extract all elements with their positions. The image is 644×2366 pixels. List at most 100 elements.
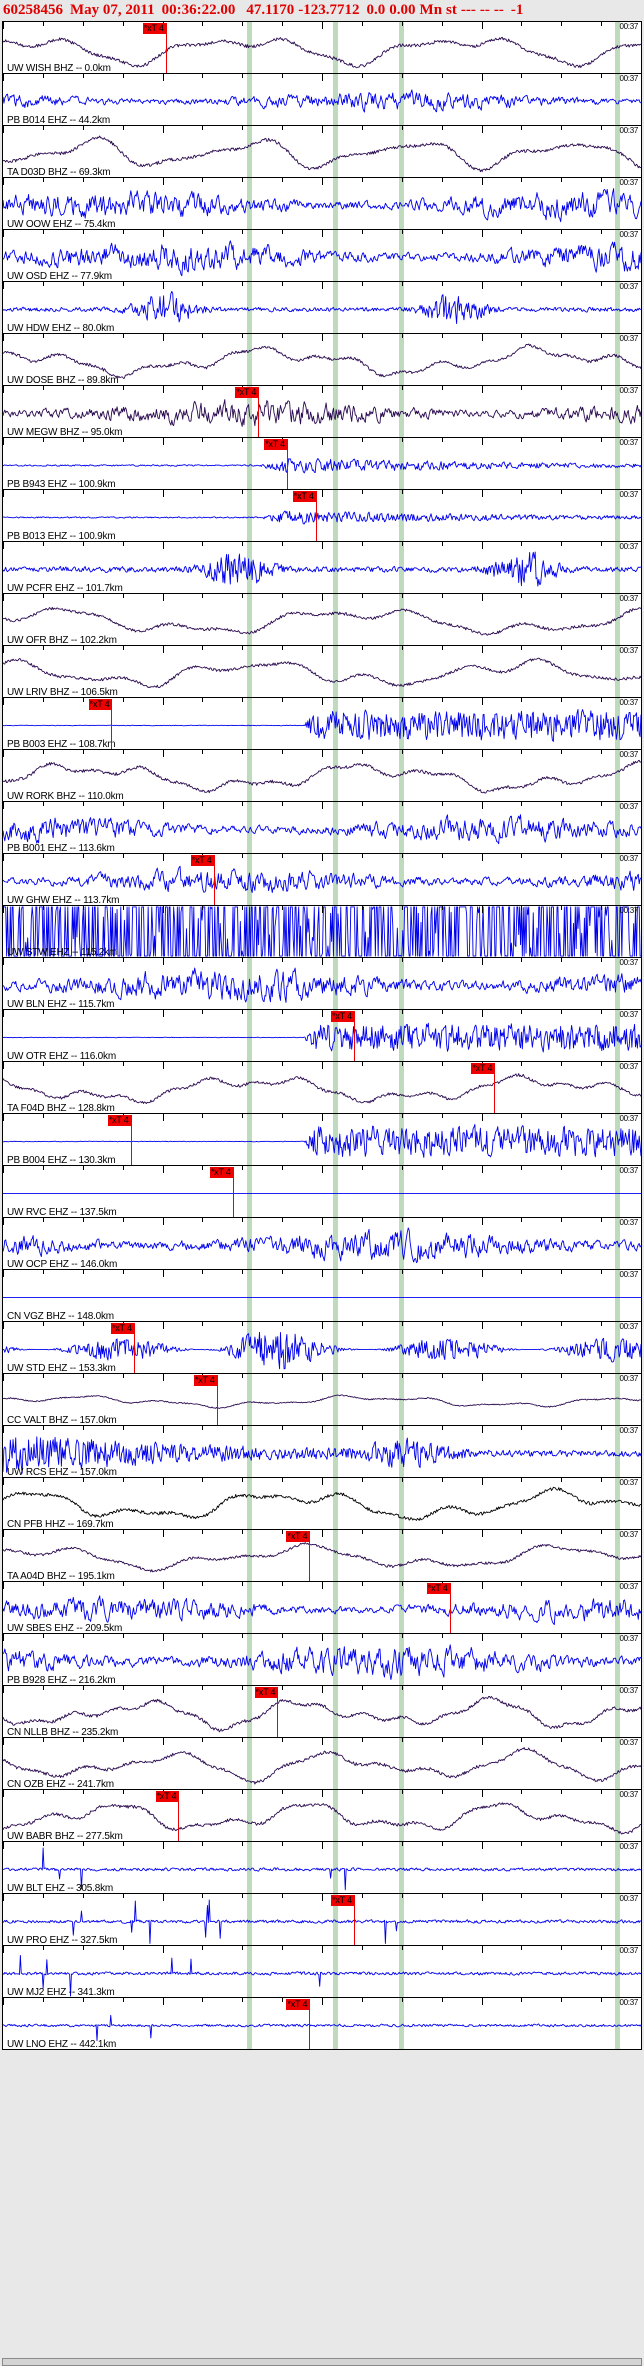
trace-row[interactable]: 00:37 UW OSD EHZ -- 77.9km xyxy=(3,230,641,282)
station-label: TA D03D BHZ -- 69.3km xyxy=(7,167,111,178)
pick-label-box[interactable]: *xT 4 xyxy=(88,699,112,710)
trace-row[interactable]: 00:37 UW BLN EHZ -- 115.7km xyxy=(3,958,641,1010)
pick-label-box[interactable]: *xT 4 xyxy=(193,1375,217,1386)
time-highlight-band xyxy=(615,126,621,177)
trace-row[interactable]: 00:37 UW LRIV BHZ -- 106.5km xyxy=(3,646,641,698)
time-highlight-band xyxy=(333,490,339,541)
waveform xyxy=(3,698,641,749)
trace-row[interactable]: 00:37 UW STW EHZ -- 115.2km xyxy=(3,906,641,958)
trace-row[interactable]: 00:37 *xT 4 CC VALT BHZ -- 157.0km xyxy=(3,1374,641,1426)
trace-row[interactable]: 00:37 UW PCFR EHZ -- 101.7km xyxy=(3,542,641,594)
trace-row[interactable]: 00:37 *xT 4 TA A04D BHZ -- 195.1km xyxy=(3,1530,641,1582)
time-highlight-band xyxy=(333,646,339,697)
trace-row[interactable]: 00:37 PB B928 EHZ -- 216.2km xyxy=(3,1634,641,1686)
trace-row[interactable]: 00:37 *xT 4 UW SBES EHZ -- 209.5km xyxy=(3,1582,641,1634)
trace-row[interactable]: 00:37 *xT 4 UW WISH BHZ -- 0.0km xyxy=(3,22,641,74)
trace-row[interactable]: 00:37 TA D03D BHZ -- 69.3km xyxy=(3,126,641,178)
time-highlight-band xyxy=(246,1686,252,1737)
trace-row[interactable]: 00:37 *xT 4 UW PRO EHZ -- 327.5km xyxy=(3,1894,641,1946)
pick-label-box[interactable]: *xT 4 xyxy=(286,1999,310,2010)
trace-row[interactable]: 00:37 UW BLT EHZ -- 305.8km xyxy=(3,1842,641,1894)
pick-label-box[interactable]: *xT 4 xyxy=(110,1323,134,1334)
trace-row[interactable]: 00:37 *xT 4 PB B013 EHZ -- 100.9km xyxy=(3,490,641,542)
pick-marker-line[interactable] xyxy=(232,1167,234,1217)
trace-row[interactable]: 00:37 *xT 4 UW BABR BHZ -- 277.5km xyxy=(3,1790,641,1842)
trace-row[interactable]: 00:37 PB B001 EHZ -- 113.6km xyxy=(3,802,641,854)
trace-row[interactable]: 00:37 UW HDW EHZ -- 80.0km xyxy=(3,282,641,334)
pick-label-box[interactable]: *xT 4 xyxy=(292,491,316,502)
trace-row[interactable]: 00:37 *xT 4 UW LNO EHZ -- 442.1km xyxy=(3,1998,641,2050)
trace-row[interactable]: 00:37 CN VGZ BHZ -- 148.0km xyxy=(3,1270,641,1322)
time-highlight-band xyxy=(333,698,339,749)
time-highlight-band xyxy=(615,386,621,437)
pick-label-box[interactable]: *xT 4 xyxy=(235,387,259,398)
time-label: 00:37 xyxy=(619,1478,638,1487)
pick-marker-line[interactable] xyxy=(258,387,260,437)
trace-row[interactable]: 00:37 *xT 4 UW MEGW BHZ -- 95.0km xyxy=(3,386,641,438)
bottom-scrollbar[interactable] xyxy=(2,2358,642,2366)
pick-marker-line[interactable] xyxy=(130,1115,132,1165)
pick-marker-line[interactable] xyxy=(315,491,317,541)
time-highlight-band xyxy=(333,1530,339,1581)
trace-row[interactable]: 00:37 *xT 4 TA F04D BHZ -- 128.8km xyxy=(3,1062,641,1114)
pick-marker-line[interactable] xyxy=(213,855,215,905)
time-label: 00:37 xyxy=(619,646,638,655)
time-label: 00:37 xyxy=(619,386,638,395)
trace-row[interactable]: 00:37 UW OFR BHZ -- 102.2km xyxy=(3,594,641,646)
trace-row[interactable]: 00:37 UW RCS EHZ -- 157.0km xyxy=(3,1426,641,1478)
pick-marker-line[interactable] xyxy=(494,1063,496,1113)
trace-row[interactable]: 00:37 *xT 4 PB B004 EHZ -- 130.3km xyxy=(3,1114,641,1166)
trace-row[interactable]: 00:37 UW OCP EHZ -- 146.0km xyxy=(3,1218,641,1270)
pick-marker-line[interactable] xyxy=(277,1687,279,1737)
pick-marker-line[interactable] xyxy=(353,1011,355,1061)
time-label: 00:37 xyxy=(619,282,638,291)
time-label: 00:37 xyxy=(619,1426,638,1435)
trace-row[interactable]: 00:37 UW RORK BHZ -- 110.0km xyxy=(3,750,641,802)
trace-row[interactable]: 00:37 UW DOSE BHZ -- 89.8km xyxy=(3,334,641,386)
pick-label-box[interactable]: *xT 4 xyxy=(155,1791,179,1802)
pick-marker-line[interactable] xyxy=(133,1323,135,1373)
trace-row[interactable]: 00:37 PB B014 EHZ -- 44.2km xyxy=(3,74,641,126)
pick-label-box[interactable]: *xT 4 xyxy=(286,1531,310,1542)
pick-label-box[interactable]: *xT 4 xyxy=(264,439,287,450)
pick-marker-line[interactable] xyxy=(165,23,167,73)
trace-row[interactable]: 00:37 UW OOW EHZ -- 75.4km xyxy=(3,178,641,230)
trace-row[interactable]: 00:37 CN OZB EHZ -- 241.7km xyxy=(3,1738,641,1790)
pick-label-box[interactable]: *xT 4 xyxy=(190,855,214,866)
event-magtype: Mn xyxy=(419,2,443,18)
pick-label-box[interactable]: *xT 4 xyxy=(107,1115,131,1126)
pick-marker-line[interactable] xyxy=(286,439,288,489)
trace-row[interactable]: 00:37 *xT 4 PB B943 EHZ -- 100.9km xyxy=(3,438,641,490)
time-highlight-band xyxy=(246,1790,252,1841)
pick-marker-line[interactable] xyxy=(353,1895,355,1945)
trace-row[interactable]: 00:37 *xT 4 UW STD EHZ -- 153.3km xyxy=(3,1322,641,1374)
time-highlight-band xyxy=(398,1686,404,1737)
pick-marker-line[interactable] xyxy=(216,1375,218,1425)
pick-label-box[interactable]: *xT 4 xyxy=(426,1583,450,1594)
trace-row[interactable]: 00:37 *xT 4 UW RVC EHZ -- 137.5km xyxy=(3,1166,641,1218)
time-highlight-band xyxy=(615,1946,621,1997)
trace-row[interactable]: 00:37 *xT 4 UW OTR EHZ -- 116.0km xyxy=(3,1010,641,1062)
pick-label-box[interactable]: *xT 4 xyxy=(331,1895,354,1906)
trace-row[interactable]: 00:37 *xT 4 CN NLLB BHZ -- 235.2km xyxy=(3,1686,641,1738)
time-label: 00:37 xyxy=(619,334,638,343)
time-label: 00:37 xyxy=(619,802,638,811)
waveform xyxy=(3,750,641,801)
time-highlight-band xyxy=(615,802,621,853)
pick-marker-line[interactable] xyxy=(309,1531,311,1581)
pick-label-box[interactable]: *xT 4 xyxy=(331,1011,354,1022)
pick-marker-line[interactable] xyxy=(178,1791,180,1841)
pick-marker-line[interactable] xyxy=(111,699,113,749)
pick-marker-line[interactable] xyxy=(449,1583,451,1633)
trace-row[interactable]: 00:37 *xT 4 PB B003 EHZ -- 108.7km xyxy=(3,698,641,750)
trace-row[interactable]: 00:37 *xT 4 UW GHW EHZ -- 113.7km xyxy=(3,854,641,906)
trace-row[interactable]: 00:37 UW MJ2 EHZ -- 341.3km xyxy=(3,1946,641,1998)
pick-label-box[interactable]: *xT 4 xyxy=(209,1167,233,1178)
pick-label-box[interactable]: *xT 4 xyxy=(142,23,166,34)
pick-label-box[interactable]: *xT 4 xyxy=(471,1063,495,1074)
pick-marker-line[interactable] xyxy=(309,1999,311,2049)
waveform xyxy=(3,490,641,541)
time-highlight-band xyxy=(333,1062,339,1113)
trace-row[interactable]: 00:37 CN PFB HHZ -- 169.7km xyxy=(3,1478,641,1530)
pick-label-box[interactable]: *xT 4 xyxy=(254,1687,278,1698)
